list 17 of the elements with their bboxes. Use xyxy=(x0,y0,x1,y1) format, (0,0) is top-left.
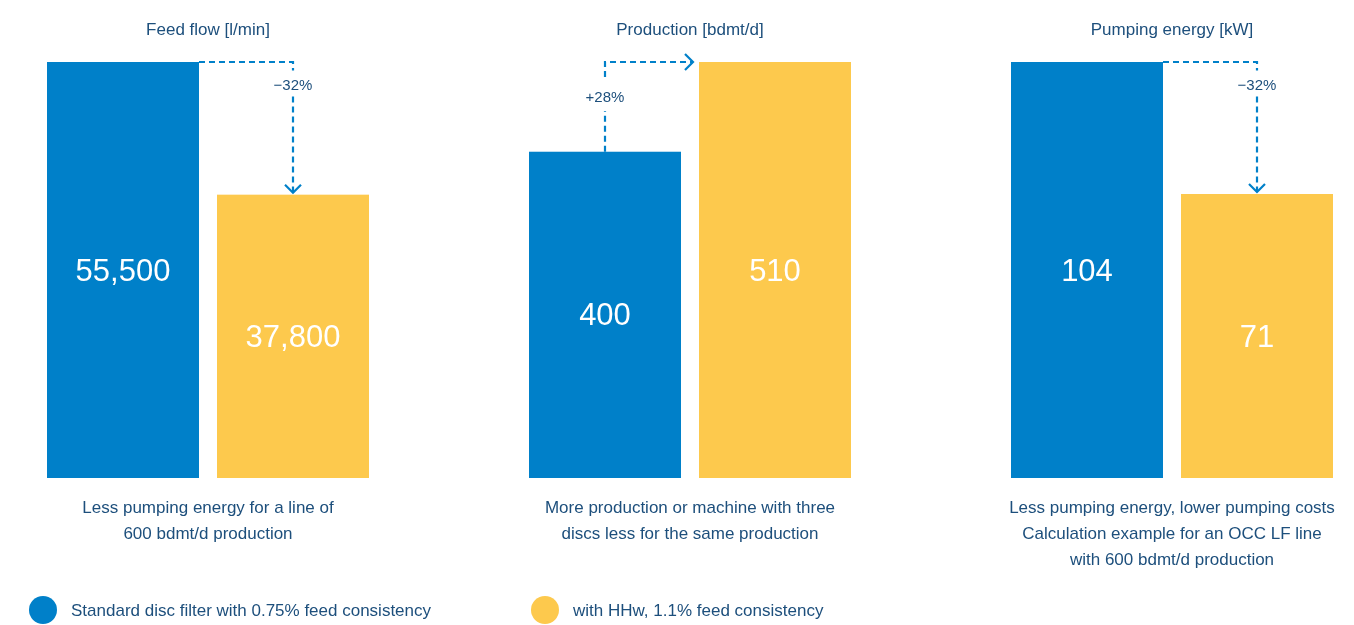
data-label: 510 xyxy=(749,252,801,288)
legend-label: with HHw, 1.1% feed consistency xyxy=(572,600,824,620)
chart-title: Pumping energy [kW] xyxy=(1090,20,1254,39)
data-label: 400 xyxy=(579,297,631,333)
text: Less pumping energy for a line of 600 bdmt/d production xyxy=(82,498,334,543)
chart-title: Production [bdmt/d] xyxy=(616,20,764,39)
data-label: 55,500 xyxy=(75,252,171,288)
annotation: −32% xyxy=(273,76,313,94)
chart-title: Feed flow [l/min] xyxy=(146,20,270,39)
data-label: 71 xyxy=(1239,318,1275,354)
annotation: −32% xyxy=(1237,75,1277,93)
text: Less pumping energy, lower pumping costs Calculation example for an OCC LF line with 600 bdmt/d production xyxy=(1009,498,1335,569)
data-label: 37,800 xyxy=(245,318,341,354)
text: More production or machine with three discs less for the same production xyxy=(544,498,836,543)
annotation: +28% xyxy=(585,88,625,106)
data-label: 104 xyxy=(1061,252,1113,288)
legend-label: Standard disc filter with 0.75% feed consistency xyxy=(71,600,432,620)
